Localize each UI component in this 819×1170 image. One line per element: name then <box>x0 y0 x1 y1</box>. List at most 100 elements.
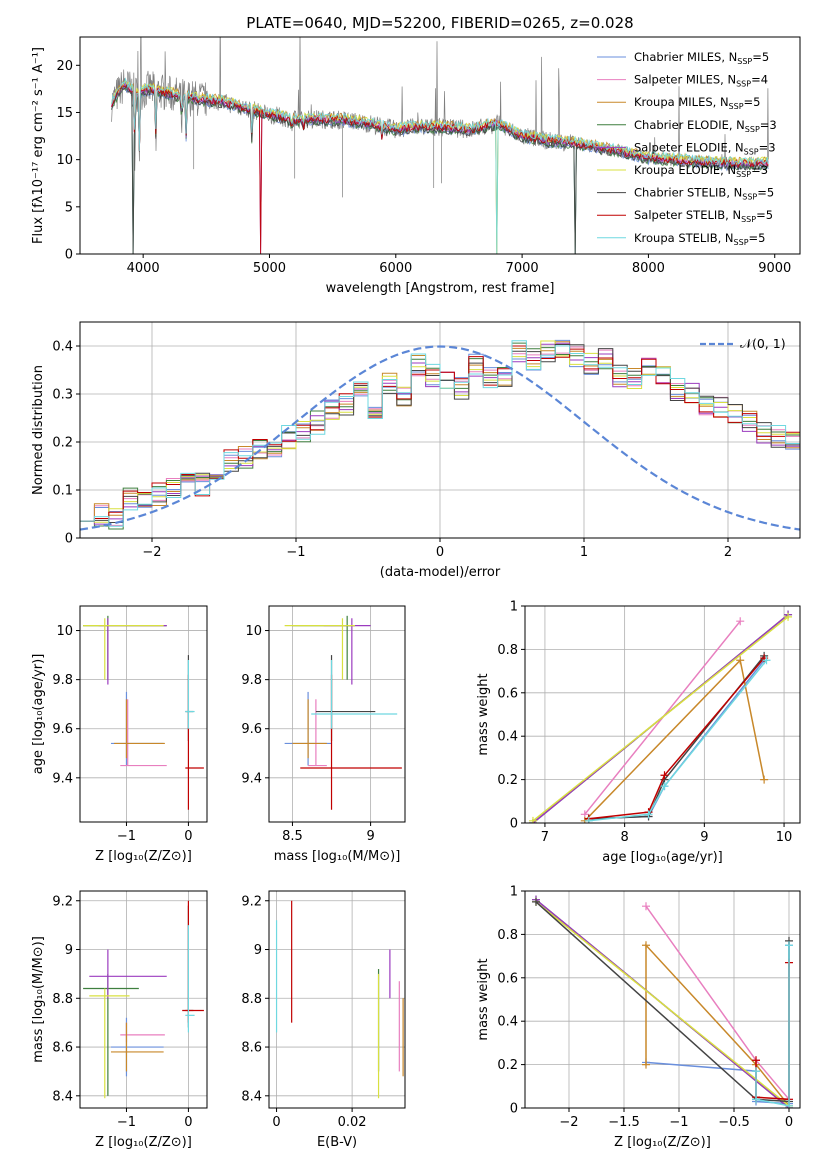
x-tick-label: 8 <box>620 830 628 845</box>
x-tick-label: 0.02 <box>338 1115 367 1130</box>
weight-marker <box>784 612 793 621</box>
y-tick-label: 8.6 <box>241 1041 262 1056</box>
x-tick-label: 9000 <box>758 261 791 276</box>
x-axis-label: Z [log₁₀(Z/Z⊙)] <box>95 849 192 864</box>
y-tick-label: 9 <box>254 943 262 958</box>
weight-marker <box>736 656 745 665</box>
plot-area <box>83 615 204 810</box>
weight-line-chabrier-stelib <box>588 655 765 820</box>
legend-label: Chabrier MILES, NSSP=5 <box>634 50 769 66</box>
legend-label: Salpeter MILES, NSSP=4 <box>634 73 768 89</box>
weight-line-kroupa-miles <box>645 943 790 1107</box>
panel-age_vs_Z: −1 0 9.4 9.6 9.8 10 Z [log₁₀(Z/Z⊙)] age [log₁₀(… <box>31 605 208 864</box>
x-axis-label: wavelength [Angstrom, rest frame] <box>326 281 555 296</box>
y-tick-label: 8.4 <box>241 1089 262 1104</box>
x-axis-label: E(B-V) <box>317 1135 357 1150</box>
x-tick-label: 2 <box>724 545 732 560</box>
weight-marker <box>752 1067 760 1076</box>
weight-line-chabrier-miles <box>588 659 765 820</box>
plot-area <box>80 339 800 531</box>
x-tick-label: −1 <box>669 1115 688 1130</box>
legend: Chabrier MILES, NSSP=5 Salpeter MILES, NS… <box>597 50 777 247</box>
y-tick-label: 8.4 <box>52 1089 73 1104</box>
legend-label: Chabrier STELIB, NSSP=5 <box>634 186 774 202</box>
weight-marker <box>752 1056 760 1065</box>
x-tick-label: 8000 <box>632 261 665 276</box>
y-tick-label: 0.2 <box>497 1058 518 1073</box>
y-tick-label: 9 <box>65 943 73 958</box>
weight-line-salpeter-stelib <box>588 657 765 820</box>
axes-frame <box>268 890 406 1109</box>
y-axis-label: age [log₁₀(age/yr)] <box>31 654 46 775</box>
axes-frame <box>79 36 801 255</box>
panel-spectrum: 4000 5000 6000 7000 8000 9000 0 5 10 15 20 waveleng… <box>31 36 801 296</box>
weight-marker <box>736 617 745 626</box>
legend-label: Kroupa STELIB, NSSP=5 <box>634 231 765 247</box>
weight-marker <box>642 902 650 911</box>
weight-marker <box>785 941 793 950</box>
axes-frame <box>268 605 406 823</box>
x-tick-label: 6000 <box>379 261 412 276</box>
y-tick-label: 9.8 <box>241 673 262 688</box>
x-axis-label: age [log₁₀(age/yr)] <box>602 850 723 865</box>
gaussian-curve <box>80 345 800 531</box>
weight-line-kroupa-stelib <box>588 659 768 822</box>
weight-line-kroupa-elodie <box>532 616 789 822</box>
y-tick-label: 0.1 <box>52 484 73 499</box>
model-spectrum-kroupa-stelib <box>111 77 769 254</box>
y-tick-label: 9.2 <box>52 894 73 909</box>
model-spectrum-salpeter-stelib <box>111 83 769 254</box>
y-tick-label: 10 <box>245 624 262 639</box>
y-axis-label: mass weight <box>476 958 491 1040</box>
y-tick-label: 0.2 <box>52 436 73 451</box>
plot-area <box>528 610 793 823</box>
panel-mass_vs_Z: −1 0 8.4 8.6 8.8 9 9.2 Z [log₁₀(Z/Z⊙)] mass [log… <box>31 890 208 1150</box>
x-axis-label: (data-model)/error <box>380 565 501 580</box>
y-tick-label: 0 <box>65 248 73 263</box>
x-tick-label: 0 <box>184 1115 192 1130</box>
y-tick-label: 0.3 <box>52 388 73 403</box>
plot-area <box>111 37 769 254</box>
y-axis-label: mass weight <box>476 673 491 755</box>
y-tick-label: 15 <box>56 106 73 121</box>
x-tick-label: −1 <box>117 829 136 844</box>
model-spectrum-salpeter-elodie <box>111 79 769 254</box>
x-axis-label: Z [log₁₀(Z/Z⊙)] <box>95 1135 192 1150</box>
x-tick-label: −1.5 <box>608 1115 640 1130</box>
axes-frame <box>524 605 801 824</box>
y-tick-label: 0.8 <box>497 928 518 943</box>
x-tick-label: 10 <box>776 830 793 845</box>
x-tick-label: 9 <box>700 830 708 845</box>
weight-marker <box>642 1060 650 1069</box>
panel-mass_vs_EBV: 0 0.02 8.4 8.6 8.8 9 9.2 E(B-V) <box>241 890 406 1150</box>
x-tick-label: 5000 <box>253 261 286 276</box>
y-tick-label: 0.6 <box>497 971 518 986</box>
legend-label: 𝒩(0, 1) <box>740 336 786 351</box>
weight-marker <box>762 656 771 665</box>
plot-area <box>83 900 204 1099</box>
x-tick-label: 0 <box>272 1115 280 1130</box>
panel-massweight_vs_age: 7 8 9 10 0 0.2 0.4 0.6 0.8 1 age [log₁₀(age/yr)] ma… <box>476 600 801 865</box>
y-tick-label: 9.8 <box>52 673 73 688</box>
x-tick-label: 0 <box>184 829 192 844</box>
x-tick-label: −0.5 <box>718 1115 750 1130</box>
y-axis-label: Flux [fλ10⁻¹⁷ erg cm⁻² s⁻¹ A⁻¹] <box>31 47 46 244</box>
x-tick-label: 7 <box>541 830 549 845</box>
y-tick-label: 0 <box>510 1102 518 1117</box>
x-tick-label: 1 <box>580 545 588 560</box>
weight-marker <box>660 771 669 780</box>
weight-marker <box>642 941 650 950</box>
weight-marker <box>660 782 669 791</box>
y-tick-label: 5 <box>65 200 73 215</box>
weight-marker <box>752 1095 760 1104</box>
legend-label: Kroupa MILES, NSSP=5 <box>634 95 760 111</box>
legend-label: Salpeter ELODIE, NSSP=3 <box>634 140 776 156</box>
x-tick-label: 4000 <box>127 261 160 276</box>
x-axis-label: Z [log₁₀(Z/Z⊙)] <box>614 1135 711 1150</box>
panel-massweight_vs_Z: −2 −1.5 −1 −0.5 0 0 0.2 0.4 0.6 0.8 1 Z [log₁₀(Z/Z⊙… <box>476 885 801 1150</box>
y-tick-label: 0.4 <box>497 1015 518 1030</box>
panel-residuals: −2 −1 0 1 2 0 0.1 0.2 0.3 0.4 (data-model)/error No… <box>31 321 801 580</box>
weight-marker <box>528 816 537 823</box>
x-tick-label: −1 <box>117 1115 136 1130</box>
